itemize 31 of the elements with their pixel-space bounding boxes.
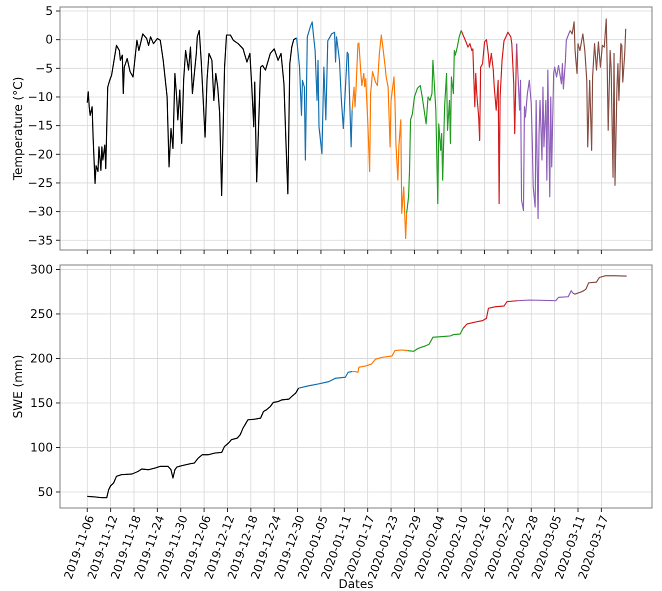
y-axis-title: SWE (mm) (11, 354, 25, 418)
y-tick-label: −30 (28, 204, 53, 219)
y-tick-label: 50 (38, 484, 53, 499)
y-tick-label: −20 (28, 147, 53, 162)
line-series (460, 30, 518, 204)
line-series (296, 21, 353, 161)
line-series (86, 30, 298, 196)
y-tick-label: −25 (28, 176, 53, 190)
y-tick-label: −10 (28, 90, 53, 104)
line-series (517, 290, 574, 302)
y-tick-label: 250 (30, 306, 53, 321)
y-tick-label: −35 (28, 233, 53, 248)
y-tick-label: −15 (28, 118, 53, 133)
y-tick-label: 200 (30, 351, 53, 366)
y-axis-title: Temperature (°C) (11, 76, 25, 182)
line-series (406, 30, 462, 214)
line-series (570, 18, 626, 186)
y-tick-label: 150 (30, 396, 53, 410)
line-series (407, 328, 464, 352)
line-series (352, 349, 408, 373)
line-series (462, 300, 518, 329)
line-series (298, 370, 353, 389)
y-tick-label: 100 (30, 440, 53, 454)
line-series (86, 388, 300, 498)
line-series (516, 30, 571, 220)
line-series (352, 34, 408, 240)
y-tick-label: 300 (30, 262, 53, 276)
y-tick-label: 0 (45, 32, 53, 47)
y-tick-label: 5 (45, 4, 53, 18)
line-series (572, 275, 628, 295)
y-tick-label: −5 (35, 61, 53, 76)
